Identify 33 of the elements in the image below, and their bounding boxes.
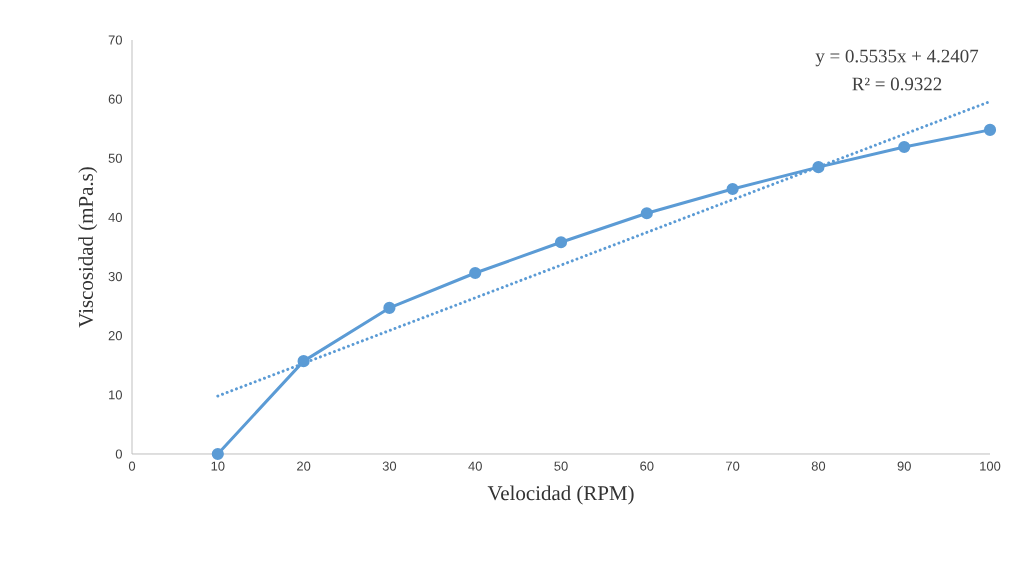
- x-tick-label: 70: [726, 461, 740, 471]
- point: [383, 301, 396, 314]
- x-tick-label: 90: [897, 461, 911, 471]
- x-tick-label: 30: [382, 461, 397, 471]
- x-axis-title: Velocidad (RPM): [487, 485, 634, 505]
- y-tick-label: 30: [108, 271, 122, 282]
- x-tick-label: 20: [297, 461, 311, 471]
- y-tick-label: 0: [115, 449, 122, 459]
- x-tick-label: 80: [811, 461, 826, 471]
- point: [554, 236, 568, 249]
- point: [726, 182, 739, 196]
- annotation: R² = 0.9322: [852, 77, 942, 91]
- y-tick-label: 10: [109, 390, 122, 400]
- point: [469, 266, 482, 280]
- y-tick-label: 70: [108, 35, 122, 45]
- y-tick-label: 20: [108, 331, 122, 341]
- x-tick-label: 10: [211, 461, 225, 471]
- point: [983, 123, 997, 136]
- x-tick-label: 100: [980, 461, 1001, 471]
- point: [898, 140, 911, 154]
- y-tick-label: 50: [108, 153, 122, 163]
- point: [297, 355, 310, 368]
- annotation: y = 0.5535x + 4.2407: [815, 49, 979, 67]
- x-tick-label: 40: [468, 461, 482, 471]
- y-tick-label: 60: [108, 94, 122, 104]
- y-axis-title: Viscosidad (mPa.s): [78, 167, 98, 328]
- x-tick-label: 50: [554, 461, 568, 471]
- point: [812, 161, 825, 174]
- y-tick-label: 40: [108, 212, 122, 222]
- x-tick-label: 60: [640, 461, 654, 471]
- point: [640, 207, 653, 220]
- point: [211, 447, 224, 461]
- x-tick-label: 0: [128, 461, 136, 471]
